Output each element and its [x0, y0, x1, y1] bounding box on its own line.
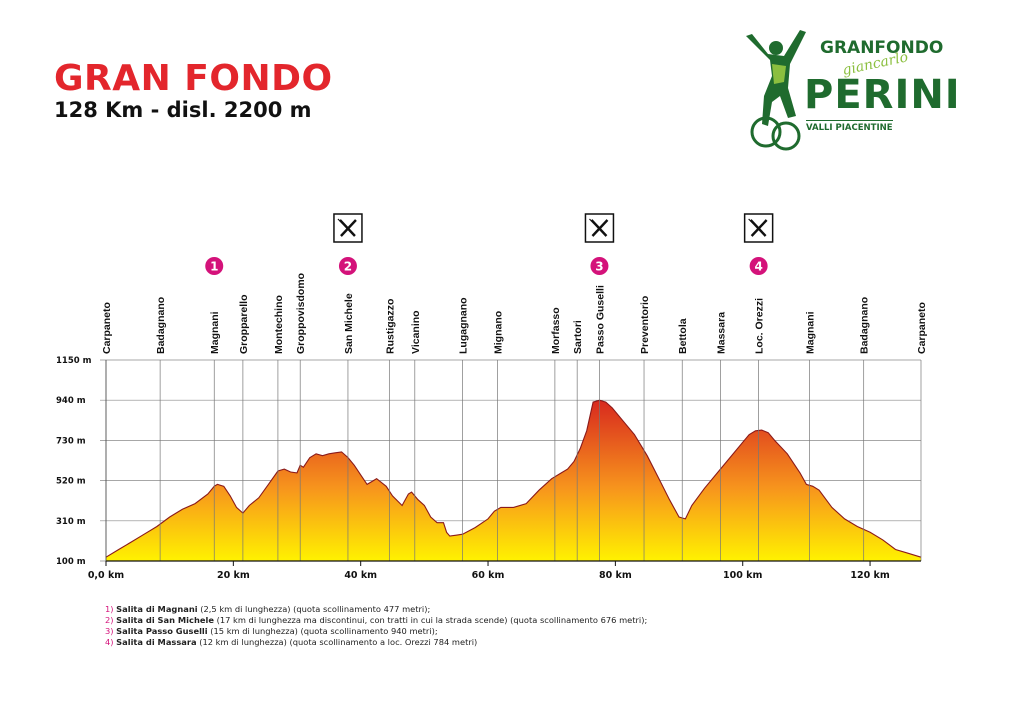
note-number: 2) [105, 615, 114, 625]
x-tick-label: 20 km [217, 570, 250, 581]
climb-badge-number: 1 [210, 260, 218, 274]
x-tick-label: 120 km [850, 570, 889, 581]
location-label: Lugagnano [458, 297, 470, 354]
x-tick-label: 80 km [599, 570, 632, 581]
location-label: Magnani [209, 311, 221, 354]
fork-tine [748, 218, 755, 225]
knife-icon [591, 219, 609, 237]
climb-badge [749, 257, 768, 275]
climb-note: 4) Salita di Massara (12 km di lunghezza… [105, 637, 647, 648]
note-number: 3) [105, 626, 114, 636]
y-tick-label: 100 m [56, 557, 86, 567]
location-label: Montechino [273, 295, 285, 354]
x-tick-label: 100 km [723, 570, 762, 581]
note-number: 1) [105, 604, 114, 614]
axis-layer: 100 m 310 m 520 m 730 m 940 m 1150 m 0,0 km 20 … [56, 356, 921, 581]
knife-icon [750, 219, 768, 237]
location-label: Bettola [677, 318, 689, 354]
fork-tine [589, 218, 595, 225]
note-name: Salita Passo Guselli [116, 626, 208, 636]
climb-note: 3) Salita Passo Guselli (15 km di lunghe… [105, 626, 647, 637]
location-label: Carpaneto [101, 302, 113, 354]
climb-badge [338, 257, 357, 275]
location-label: Groppovisdomo [295, 273, 307, 354]
climb-note: 1) Salita di Magnani (2,5 km di lunghezz… [105, 604, 647, 615]
logo-perini-text: PERINI [804, 72, 961, 118]
location-label: Sartori [572, 320, 584, 354]
note-text: (2,5 km di lunghezza) (quota scollinamen… [197, 604, 431, 614]
y-tick-label: 940 m [56, 396, 86, 406]
knife-icon [340, 219, 357, 237]
y-tick-label: 520 m [56, 477, 86, 487]
cyclist-logo-icon [746, 30, 806, 151]
logo-valli-text: VALLI PIACENTINE [806, 120, 893, 133]
elevation-area [106, 400, 921, 561]
location-label: Badagnano [155, 297, 167, 354]
location-label: San Michele [343, 293, 355, 354]
x-tick-label: 40 km [344, 570, 377, 581]
climb-note: 2) Salita di San Michele (17 km di lungh… [105, 615, 647, 626]
climb-badge-number: 4 [754, 260, 762, 274]
location-label: Badagnano [859, 297, 871, 354]
page-title: GRAN FONDO [54, 58, 333, 99]
climb-badge [590, 257, 609, 275]
location-label: Preventorio [639, 296, 651, 354]
location-label: Gropparello [238, 294, 250, 354]
location-label: Passo Guselli [594, 285, 606, 354]
x-tick-label: 0,0 km [88, 570, 124, 581]
location-label: Loc. Orezzi [754, 298, 766, 354]
climb-badge-number: 2 [344, 260, 352, 274]
location-label: Massara [715, 312, 727, 354]
location-label: Mignano [493, 311, 505, 354]
note-number: 4) [105, 637, 114, 647]
note-name: Salita di Massara [116, 637, 197, 647]
note-name: Salita di Magnani [116, 604, 198, 614]
y-tick-label: 730 m [56, 436, 86, 446]
note-text: (17 km di lunghezza ma discontinui, con … [213, 615, 648, 625]
climb-badge-number: 3 [595, 260, 603, 274]
note-text: (15 km di lunghezza) (quota scollinament… [207, 626, 438, 636]
y-tick-label: 1150 m [56, 356, 92, 366]
badge-layer: 1 2 3 4 [205, 213, 774, 275]
location-label: Rustigazzo [384, 299, 396, 354]
location-label: Carpaneto [916, 302, 928, 354]
area-layer [105, 399, 922, 561]
page-subtitle: 128 Km - disl. 2200 m [54, 98, 312, 122]
climb-notes: 1) Salita di Magnani (2,5 km di lunghezz… [105, 604, 647, 648]
location-layer: Carpaneto Badagnano Magnani Gropparello Mont… [101, 273, 928, 561]
location-label: Magnani [805, 311, 817, 354]
note-name: Salita di San Michele [116, 615, 214, 625]
location-label: Morfasso [550, 307, 562, 354]
elevation-line [105, 399, 922, 558]
y-tick-label: 310 m [56, 517, 86, 527]
note-text: (12 km di lunghezza) (quota scollinament… [196, 637, 478, 647]
climb-badge [205, 257, 224, 275]
x-tick-label: 60 km [472, 570, 505, 581]
logo-granfondo-text: GRANFONDO [820, 38, 944, 58]
location-label: Vicanino [410, 310, 422, 354]
fork-tine [337, 218, 344, 225]
